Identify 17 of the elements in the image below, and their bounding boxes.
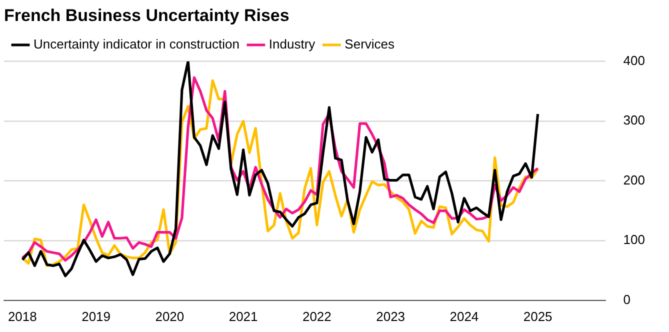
y-tick-label: 400	[623, 52, 646, 68]
x-tick-label: 2020	[155, 308, 184, 324]
x-tick-label: 2025	[523, 308, 552, 324]
x-tick-label: 2018	[8, 308, 37, 324]
x-tick-label: 2021	[228, 308, 258, 324]
chart-title: French Business Uncertainty Rises	[4, 6, 290, 25]
x-tick-label: 2022	[302, 308, 332, 324]
x-tick-label: 2023	[376, 308, 406, 324]
legend-label: Uncertainty indicator in construction	[34, 36, 240, 52]
legend-label: Services	[344, 36, 396, 52]
y-tick-label: 300	[623, 112, 646, 128]
legend-label: Industry	[268, 36, 316, 52]
y-tick-label: 0	[623, 292, 631, 307]
x-tick-label: 2024	[450, 308, 479, 324]
y-tick-label: 200	[623, 172, 646, 188]
x-tick-label: 2019	[82, 308, 110, 324]
y-tick-label: 100	[623, 232, 646, 248]
